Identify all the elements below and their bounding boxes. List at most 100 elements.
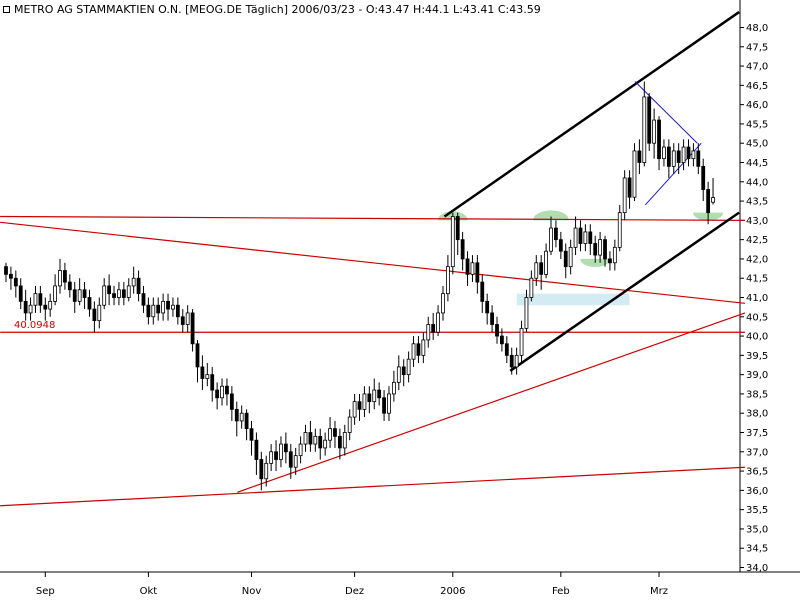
candle-body	[465, 258, 470, 275]
candle-body	[229, 393, 234, 410]
candle-body	[450, 216, 455, 268]
y-tick-label: 46,0	[746, 100, 768, 111]
candle-body	[112, 293, 116, 298]
chart-title: METRO AG STAMMAKTIEN O.N. [MEOG.DE Tägli…	[14, 3, 541, 16]
candle-body	[283, 443, 288, 453]
candle-body	[583, 231, 588, 244]
candle-body	[642, 96, 647, 163]
y-tick-label: 40,5	[746, 312, 768, 323]
candle-body	[490, 312, 494, 325]
candle-body	[529, 277, 534, 298]
candle-body	[627, 177, 632, 198]
candle-body	[480, 281, 485, 302]
candle-body	[13, 277, 18, 287]
candle-body	[269, 451, 274, 464]
candle-body	[141, 293, 146, 306]
candle-body	[352, 401, 357, 418]
y-tick-label: 39,0	[746, 370, 768, 381]
candle-body	[9, 273, 13, 279]
chart-header: METRO AG STAMMAKTIEN O.N. [MEOG.DE Tägli…	[0, 0, 740, 20]
x-tick-label: Okt	[140, 586, 158, 597]
candle-body	[568, 246, 573, 268]
candle-body	[220, 385, 224, 399]
candle-body	[598, 239, 603, 256]
candle-body	[67, 281, 72, 291]
y-tick-label: 35,5	[746, 505, 768, 516]
candle-body	[387, 393, 391, 414]
candle-body	[617, 212, 622, 248]
y-tick-label: 45,5	[746, 119, 768, 130]
candle-body	[696, 150, 701, 167]
candle-body	[485, 300, 490, 314]
candle-body	[524, 297, 529, 329]
candle-body	[514, 354, 519, 368]
candle-body	[539, 262, 544, 275]
candle-body	[367, 393, 372, 403]
candle-body	[691, 150, 696, 160]
y-tick-label: 39,5	[746, 351, 768, 362]
y-tick-label: 48,0	[746, 23, 768, 34]
candle-body	[190, 312, 195, 345]
y-tick-label: 40,0	[746, 332, 768, 343]
candle-body	[431, 324, 436, 333]
candle-body	[706, 189, 711, 214]
candle-body	[303, 432, 308, 445]
candle-body	[563, 250, 568, 268]
candle-body	[445, 266, 450, 295]
candle-body	[244, 412, 249, 430]
candle-body	[573, 227, 578, 248]
candle-body	[588, 231, 593, 244]
candle-body	[657, 119, 661, 160]
y-tick-label: 45,0	[746, 139, 768, 150]
candle-body	[43, 304, 48, 310]
candle-body	[166, 300, 170, 310]
y-tick-label: 46,5	[746, 81, 768, 92]
candle-body	[558, 239, 563, 252]
candle-body	[382, 397, 386, 414]
y-tick-label: 36,5	[746, 467, 768, 478]
candle-body	[23, 300, 28, 314]
candle-body	[509, 354, 514, 368]
candle-body	[495, 324, 499, 337]
candle-body	[58, 270, 62, 287]
candle-body	[48, 300, 53, 310]
candle-body	[308, 432, 313, 445]
x-tick-label: 2006	[440, 586, 465, 597]
descending-trendline	[0, 221, 746, 304]
y-tick-label: 36,0	[746, 486, 768, 497]
candle-body	[391, 381, 396, 395]
candle-body	[18, 285, 23, 302]
y-tick-label: 43,5	[746, 197, 768, 208]
candle-body	[274, 451, 278, 460]
candle-body	[117, 289, 121, 298]
candle-body	[622, 177, 627, 214]
candle-body	[279, 443, 283, 460]
candle-body	[681, 146, 686, 163]
y-tick-label: 44,0	[746, 177, 768, 188]
candle-body	[87, 297, 92, 310]
rising-trendline	[237, 312, 746, 493]
y-tick-label: 44,5	[746, 158, 768, 169]
candle-body	[534, 262, 539, 279]
candle-body	[544, 250, 548, 275]
channel-upper-line	[443, 11, 740, 218]
candle-body	[500, 335, 504, 345]
candle-body	[460, 239, 465, 260]
candle-body	[362, 393, 367, 410]
y-tick-label: 47,0	[746, 62, 768, 73]
candle-body	[475, 262, 480, 283]
candle-body	[185, 312, 190, 325]
candle-body	[249, 428, 254, 441]
y-tick-label: 38,5	[746, 389, 768, 400]
y-tick-label: 43,0	[746, 216, 768, 227]
candle-body	[593, 243, 598, 256]
header-marker-icon	[3, 6, 10, 13]
candle-body	[161, 300, 166, 314]
candle-body	[318, 435, 323, 449]
candle-body	[406, 358, 411, 376]
candle-body	[102, 285, 107, 306]
candle-body	[549, 227, 553, 252]
triangle-upper-line	[634, 81, 698, 144]
x-tick-label: Feb	[552, 586, 570, 597]
candle-body	[632, 150, 637, 198]
